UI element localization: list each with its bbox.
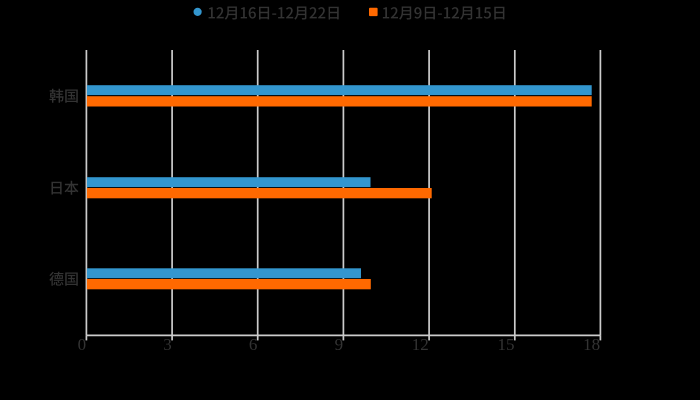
- svg-text:15: 15: [498, 335, 515, 354]
- svg-text:6: 6: [249, 335, 258, 354]
- svg-text:12: 12: [412, 335, 429, 354]
- svg-text:0: 0: [78, 335, 87, 354]
- svg-text:9: 9: [335, 335, 344, 354]
- svg-text:3: 3: [163, 335, 172, 354]
- svg-text:18: 18: [583, 335, 600, 354]
